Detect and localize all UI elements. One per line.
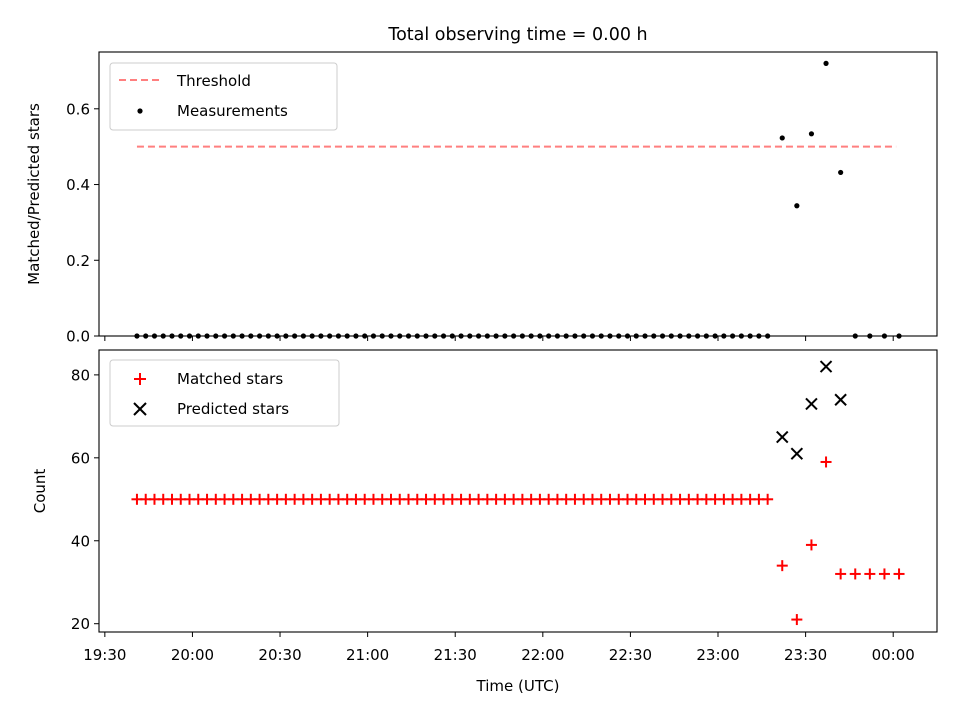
top-y-tick-label: 0.6 (66, 100, 90, 118)
bottom-y-tick-label: 60 (71, 449, 90, 467)
x-tick-label: 19:30 (83, 646, 126, 664)
matched-star-point (864, 568, 876, 580)
predicted-star-point (790, 447, 804, 460)
measurement-point (779, 135, 785, 141)
x-tick-label: 22:00 (521, 646, 564, 664)
top-y-tick-label: 0.2 (66, 252, 90, 270)
predicted-star-point (776, 430, 789, 444)
measurements-legend-label: Measurements (177, 102, 288, 120)
bottom-y-tick-label: 40 (71, 532, 90, 550)
bottom-y-ticks: 20 40 60 80 (71, 366, 99, 633)
matched-star-point (820, 456, 832, 468)
top-y-tick-label: 0.4 (66, 176, 90, 194)
x-tick-label: 20:30 (258, 646, 301, 664)
matched-star-point (776, 560, 788, 572)
matched-star-point (835, 568, 847, 580)
measurement-point (838, 169, 844, 176)
matched-star-point (791, 614, 803, 626)
matched-star-point (762, 493, 774, 505)
x-tick-label: 21:00 (346, 646, 389, 664)
matched-star-point (805, 539, 817, 551)
bottom-legend: Matched stars Predicted stars (109, 359, 340, 427)
x-tick-label: 20:00 (171, 646, 214, 664)
x-axis-label: Time (UTC) (476, 677, 560, 695)
measurements-legend-swatch (137, 108, 143, 114)
measurement-point (823, 60, 829, 66)
x-tick-label: 00:00 (872, 646, 915, 664)
top-y-axis-label: Matched/Predicted stars (25, 103, 43, 285)
threshold-legend-label: Threshold (176, 72, 251, 90)
top-legend-box (109, 62, 338, 131)
matched-legend-label: Matched stars (177, 370, 283, 388)
measurement-point (794, 203, 800, 209)
x-tick-label: 22:30 (609, 646, 652, 664)
x-tick-label: 21:30 (434, 646, 477, 664)
chart-title: Total observing time = 0.00 h (387, 25, 647, 45)
top-axes-frame (98, 51, 938, 337)
predicted-star-point (819, 360, 833, 373)
matched-star-point (878, 568, 890, 580)
predicted-legend-label: Predicted stars (177, 400, 289, 418)
bottom-y-tick-label: 20 (71, 615, 90, 633)
top-y-ticks: 0.0 0.2 0.4 0.6 (66, 100, 99, 346)
predicted-star-point (805, 397, 818, 411)
bottom-plot-area (131, 360, 905, 626)
bottom-legend-box (109, 359, 340, 427)
bottom-y-tick-label: 80 (71, 366, 90, 384)
x-ticks: 19:30 20:00 20:30 21:00 21:30 22:00 22:30 23:00… (83, 336, 915, 664)
predicted-legend-swatch (133, 402, 147, 416)
bottom-axes-frame (98, 349, 938, 633)
top-legend: Threshold Measurements (109, 62, 338, 131)
x-tick-label: 23:00 (696, 646, 739, 664)
top-y-tick-label: 0.0 (66, 328, 90, 346)
x-tick-label: 23:30 (784, 646, 827, 664)
bottom-y-axis-label: Count (31, 469, 49, 514)
measurement-point (808, 131, 815, 137)
predicted-star-point (834, 393, 847, 406)
matched-star-point (893, 568, 905, 580)
matched-legend-swatch (134, 373, 146, 385)
matched-star-point (849, 568, 861, 580)
